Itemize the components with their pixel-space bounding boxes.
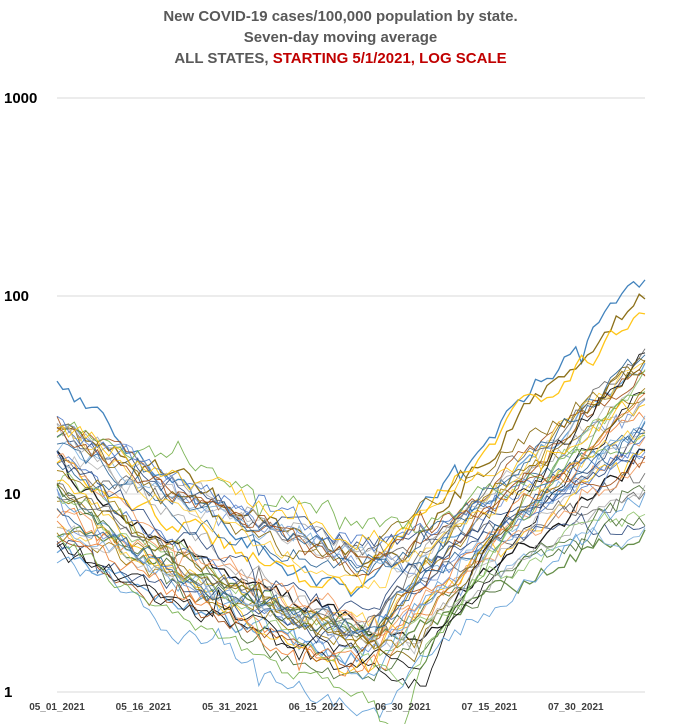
x-tick-label-5: 07_15_2021 — [462, 702, 518, 713]
series-line-43 — [56, 400, 646, 551]
series-lines — [56, 279, 646, 724]
x-tick-label-4: 06_30_2021 — [375, 702, 431, 713]
y-tick-label-1000: 1000 — [4, 90, 37, 107]
series-line-39 — [56, 357, 646, 663]
title-line-3: ALL STATES, STARTING 5/1/2021, LOG SCALE — [0, 48, 681, 69]
series-line-28 — [56, 471, 646, 632]
series-line-41 — [56, 392, 646, 674]
title-line-1: New COVID-19 cases/100,000 population by… — [163, 8, 518, 25]
series-line-30 — [56, 354, 646, 574]
title-line-2: Seven-day moving average — [243, 29, 438, 46]
y-tick-label-100: 100 — [4, 288, 29, 305]
y-tick-label-1: 1 — [4, 684, 12, 701]
series-line-33 — [56, 453, 646, 641]
x-tick-label-1: 05_16_2021 — [116, 702, 172, 713]
series-line-4 — [56, 525, 646, 641]
series-line-50 — [56, 432, 646, 635]
series-line-37 — [56, 369, 646, 686]
series-line-25 — [56, 421, 646, 533]
title-line-3-highlight: STARTING 5/1/2021, LOG SCALE — [272, 50, 507, 67]
series-line-0 — [56, 279, 646, 598]
series-line-18 — [56, 392, 646, 689]
y-tick-label-10: 10 — [4, 486, 21, 503]
series-line-34 — [56, 430, 646, 655]
series-line-38 — [56, 352, 646, 670]
series-line-42 — [56, 423, 646, 645]
series-line-29 — [56, 370, 646, 645]
series-line-22 — [56, 397, 646, 568]
series-line-13 — [56, 436, 646, 639]
series-line-44 — [56, 493, 646, 719]
series-line-11 — [56, 484, 646, 682]
chart-title: New COVID-19 cases/100,000 population by… — [0, 6, 681, 69]
series-line-16 — [56, 439, 646, 580]
x-tick-label-0: 05_01_2021 — [29, 702, 85, 713]
y-axis: 1 10 100 1000 — [4, 90, 37, 701]
series-line-49 — [56, 387, 646, 650]
x-tick-label-2: 05_31_2021 — [202, 702, 258, 713]
title-line-3-prefix: ALL STATES, — [174, 50, 273, 67]
series-line-27 — [56, 372, 646, 668]
series-line-26 — [56, 427, 646, 644]
x-tick-label-3: 06_15_2021 — [289, 702, 345, 713]
x-tick-label-6: 07_30_2021 — [548, 702, 604, 713]
x-axis: 05_01_2021 05_16_2021 05_31_2021 06_15_2021… — [29, 702, 604, 713]
series-line-46 — [56, 448, 646, 617]
series-line-47 — [56, 427, 646, 562]
series-line-40 — [56, 415, 646, 553]
series-line-2 — [56, 312, 646, 595]
series-line-35 — [56, 425, 646, 590]
